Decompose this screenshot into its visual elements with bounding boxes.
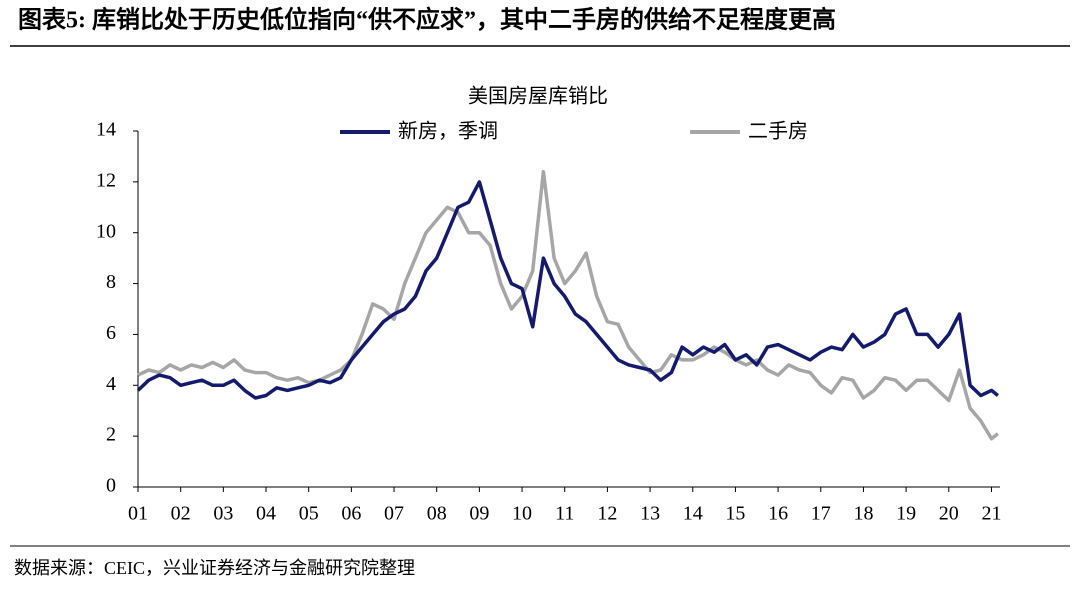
series-line: [136, 180, 999, 400]
y-tick-label: 4: [106, 373, 116, 395]
x-tick-label: 10: [512, 503, 532, 525]
x-tick-label: 01: [128, 503, 148, 525]
chart-title: 美国房屋库销比: [468, 85, 608, 108]
x-tick-label: 06: [341, 503, 361, 525]
x-tick-label: 07: [384, 503, 404, 525]
x-tick-label: 21: [981, 503, 1001, 525]
x-tick-label: 08: [427, 503, 447, 525]
y-tick-label: 14: [96, 119, 116, 141]
y-tick-label: 12: [96, 169, 116, 191]
x-tick-label: 18: [853, 503, 873, 525]
x-tick-label: 19: [896, 503, 916, 525]
header-title: 图表5: 库销比处于历史低位指向“供不应求”，其中二手房的供给不足程度更高: [18, 6, 836, 34]
x-tick-label: 09: [469, 503, 489, 525]
x-tick-label: 17: [811, 503, 831, 525]
legend-label: 二手房: [748, 120, 808, 143]
x-tick-label: 12: [597, 503, 617, 525]
x-tick-label: 03: [213, 503, 233, 525]
x-tick-label: 16: [768, 503, 788, 525]
y-tick-label: 8: [106, 271, 116, 293]
footer-source: 数据来源：CEIC，兴业证券经济与金融研究院整理: [14, 558, 415, 578]
y-tick-label: 2: [106, 424, 116, 446]
y-tick-label: 10: [96, 220, 116, 242]
x-tick-label: 20: [939, 503, 959, 525]
x-tick-label: 15: [725, 503, 745, 525]
x-tick-label: 04: [256, 503, 276, 525]
x-tick-label: 11: [555, 503, 574, 525]
x-tick-label: 14: [683, 503, 703, 525]
y-tick-label: 6: [106, 322, 116, 344]
series-line: [137, 169, 999, 441]
legend-label: 新房，季调: [398, 120, 498, 143]
y-tick-label: 0: [106, 475, 116, 497]
x-tick-label: 05: [299, 503, 319, 525]
x-tick-label: 02: [171, 503, 191, 525]
x-tick-label: 13: [640, 503, 660, 525]
